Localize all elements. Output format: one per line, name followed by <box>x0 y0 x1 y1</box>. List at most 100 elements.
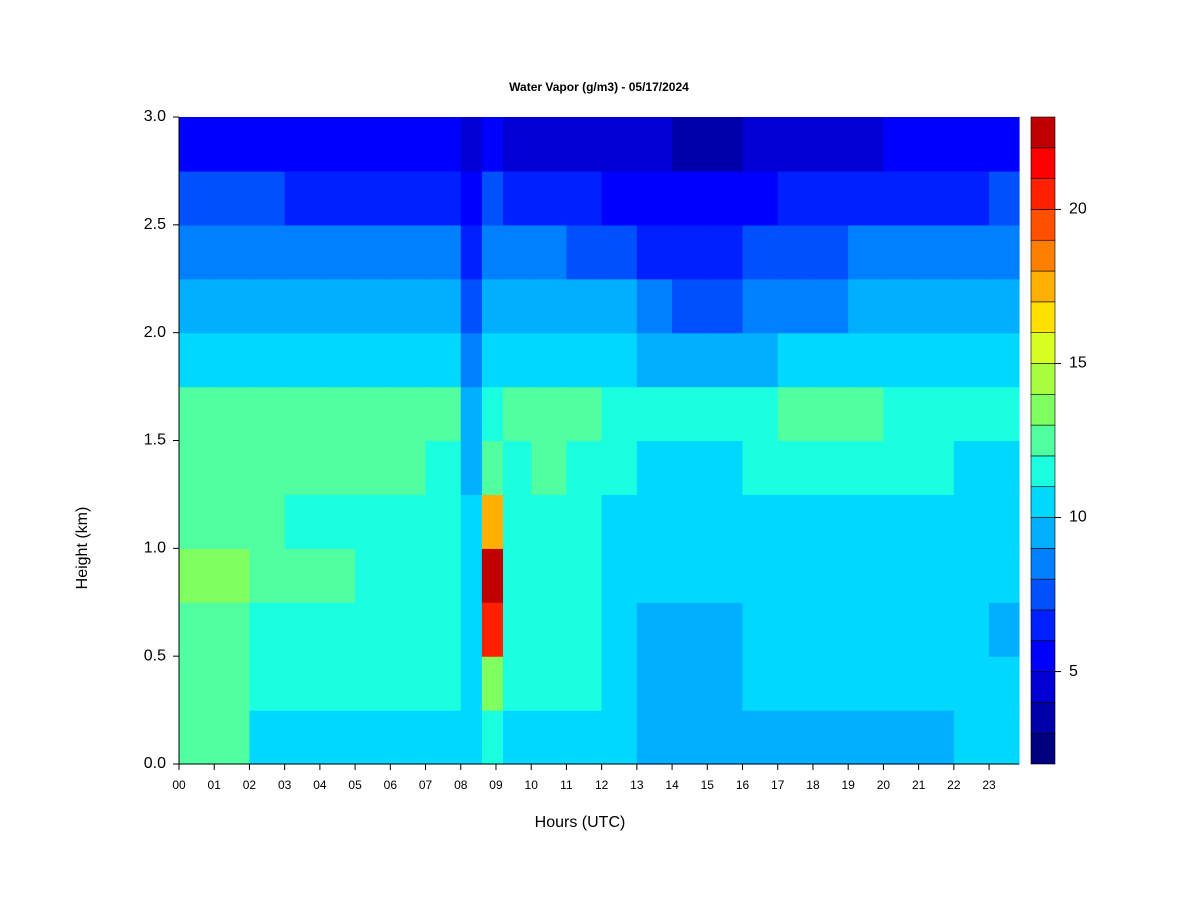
heatmap-cell <box>531 278 568 334</box>
heatmap-cell <box>249 278 286 334</box>
heatmap-cell <box>214 602 251 657</box>
heatmap-cell <box>355 602 391 657</box>
colorbar-segment <box>1030 609 1056 642</box>
heatmap-cell <box>390 278 427 334</box>
heatmap-cell <box>989 602 1020 657</box>
colorbar-segment <box>1030 147 1056 179</box>
heatmap-cell <box>355 332 391 388</box>
heatmap-cell <box>883 440 920 496</box>
heatmap-cell <box>672 332 708 388</box>
heatmap-cell <box>503 224 532 280</box>
heatmap-cell <box>390 386 427 442</box>
heatmap-cell <box>319 602 356 657</box>
heatmap-cell <box>953 602 990 657</box>
x-tick-label: 19 <box>842 778 856 792</box>
heatmap-cell <box>707 332 744 388</box>
heatmap-cell <box>214 278 251 334</box>
heatmap-cell <box>989 332 1020 388</box>
heatmap-cell <box>989 494 1020 549</box>
heatmap-cell <box>636 170 673 226</box>
heatmap-cell <box>848 224 885 280</box>
heatmap-cell <box>707 602 744 657</box>
heatmap-cell <box>636 602 673 657</box>
colorbar-segment <box>1030 732 1056 765</box>
heatmap-cell <box>179 494 215 549</box>
heatmap-cell <box>953 548 990 603</box>
x-tick-label: 23 <box>982 778 996 792</box>
heatmap-cell <box>214 710 251 765</box>
y-tick-label: 1.0 <box>144 540 166 557</box>
heatmap-cell <box>481 170 504 226</box>
heatmap-cell <box>672 710 708 765</box>
heatmap-cell <box>918 494 955 549</box>
heatmap-cell <box>672 656 708 711</box>
heatmap-cell <box>953 117 990 172</box>
x-tick-label: 22 <box>947 778 961 792</box>
heatmap-cell <box>848 170 885 226</box>
heatmap-cell <box>777 602 814 657</box>
heatmap-cell <box>812 224 849 280</box>
heatmap-cell <box>249 440 286 496</box>
heatmap-cell <box>848 710 885 765</box>
heatmap-cell <box>481 278 504 334</box>
heatmap-cell <box>460 710 483 765</box>
heatmap-cell <box>742 170 779 226</box>
heatmap-cell <box>531 440 568 496</box>
heatmap-cell <box>601 278 638 334</box>
heatmap-cell <box>284 117 321 172</box>
heatmap-cell <box>355 656 391 711</box>
heatmap-cell <box>284 224 321 280</box>
heatmap-cell <box>918 278 955 334</box>
heatmap-cell <box>214 170 251 226</box>
heatmap-cell <box>636 548 673 603</box>
heatmap-cell <box>481 386 504 442</box>
heatmap-cell <box>742 602 779 657</box>
heatmap-cell <box>425 602 462 657</box>
x-tick-label: 12 <box>595 778 609 792</box>
heatmap-cell <box>425 117 462 172</box>
y-tick-label: 1.5 <box>144 432 166 449</box>
heatmap-cell <box>179 602 215 657</box>
x-tick-label: 17 <box>771 778 785 792</box>
heatmap-cell <box>812 548 849 603</box>
heatmap-cell <box>355 440 391 496</box>
heatmap-cell <box>883 656 920 711</box>
heatmap-cell <box>179 278 215 334</box>
heatmap-cell <box>319 170 356 226</box>
heatmap-cell <box>390 710 427 765</box>
heatmap-cell <box>249 602 286 657</box>
heatmap-cell <box>918 224 955 280</box>
heatmap-cell <box>918 440 955 496</box>
heatmap-cell <box>460 224 483 280</box>
x-tick-label: 06 <box>384 778 398 792</box>
y-tick-label: 2.0 <box>144 324 166 341</box>
heatmap-cell <box>503 440 532 496</box>
heatmap-cell <box>566 332 603 388</box>
heatmap-cell <box>636 656 673 711</box>
heatmap-cell <box>503 494 532 549</box>
heatmap-cell <box>848 332 885 388</box>
x-tick-label: 07 <box>419 778 433 792</box>
x-tick-label: 02 <box>243 778 257 792</box>
y-tick-label: 0.5 <box>144 647 166 664</box>
heatmap-cell <box>883 494 920 549</box>
heatmap-cell <box>812 278 849 334</box>
x-tick-label: 09 <box>489 778 503 792</box>
heatmap-cell <box>707 278 744 334</box>
heatmap-cell <box>707 656 744 711</box>
heatmap-cell <box>707 440 744 496</box>
heatmap-cell <box>390 332 427 388</box>
heatmap-cell <box>566 224 603 280</box>
heatmap-cell <box>777 386 814 442</box>
heatmap-cell <box>390 224 427 280</box>
heatmap-cell <box>918 332 955 388</box>
heatmap-cell <box>777 440 814 496</box>
y-tick-label: 0.0 <box>144 755 166 772</box>
heatmap-cell <box>425 710 462 765</box>
heatmap-cell <box>672 386 708 442</box>
heatmap-cell <box>319 440 356 496</box>
heatmap-cell <box>531 386 568 442</box>
heatmap-cell <box>601 710 638 765</box>
heatmap-cell <box>425 494 462 549</box>
heatmap-cell <box>848 440 885 496</box>
